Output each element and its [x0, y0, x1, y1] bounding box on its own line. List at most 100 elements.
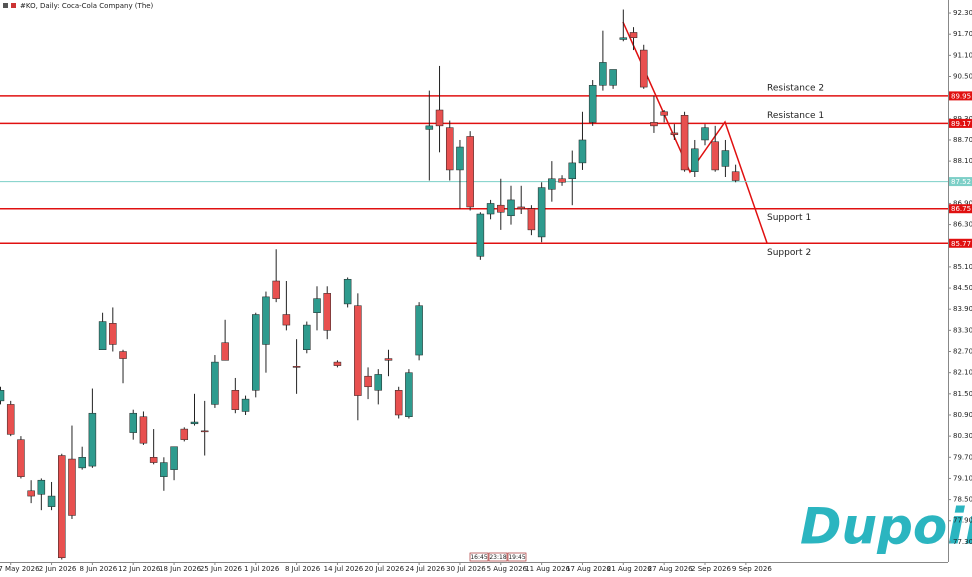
candle-body: [343, 278, 352, 305]
timer-label: 23:18: [489, 554, 506, 561]
timer-label: 16:45: [470, 554, 487, 561]
y-tick-label: 77.30: [953, 538, 972, 546]
candle-body: [200, 430, 209, 433]
candle-body: [415, 305, 423, 356]
symbol-icon: [3, 3, 8, 8]
candle-body: [303, 324, 311, 351]
y-tick-label: 88.10: [953, 157, 972, 165]
y-tick-label: 83.30: [953, 326, 972, 334]
candle-body: [548, 178, 556, 190]
level-name: Support 1: [767, 213, 811, 223]
candle-body: [568, 162, 577, 180]
candle-body: [282, 314, 291, 326]
candle-body: [537, 187, 546, 238]
x-tick-label: 9 Sep 2026: [732, 565, 772, 573]
y-tick-label: 90.50: [953, 73, 972, 81]
x-tick-label: 14 Jul 2026: [324, 565, 364, 573]
y-tick-label: 92.30: [953, 9, 972, 17]
candle-body: [721, 150, 730, 167]
candle-body: [78, 457, 86, 469]
timer-box: [469, 552, 489, 562]
candle-body: [27, 490, 35, 497]
candle-body: [180, 428, 189, 440]
x-tick-label: 5 Aug 2026: [487, 565, 528, 573]
candle-body: [711, 141, 719, 171]
candle-body: [252, 314, 260, 391]
candle-body: [37, 479, 46, 495]
x-tick-label: 2 Jun 2026: [39, 565, 77, 573]
level-tag-label: 85.77: [951, 240, 971, 248]
level-name: Support 2: [767, 248, 811, 258]
x-tick-label: 8 Jul 2026: [285, 565, 321, 573]
candle-body: [650, 122, 658, 127]
y-tick-label: 82.70: [953, 348, 972, 356]
level-tag-label: 87.52: [951, 178, 971, 186]
x-tick-label: 27 May 2026: [0, 565, 40, 573]
candle-body: [211, 361, 219, 405]
candle-body: [170, 446, 178, 470]
candle-body: [241, 398, 250, 412]
y-tick-label: 83.90: [953, 305, 972, 313]
candle-body: [374, 374, 383, 391]
timer-box: [507, 552, 527, 562]
candle-body: [354, 305, 362, 396]
candle-body: [221, 342, 229, 361]
x-tick-label: 30 Jul 2026: [446, 565, 486, 573]
candle-body: [333, 361, 342, 366]
candle-body: [119, 351, 127, 359]
timer-box: [488, 552, 508, 562]
candle-body: [313, 298, 321, 313]
y-tick-label: 79.10: [953, 474, 972, 482]
candle-body: [691, 148, 699, 172]
y-tick-label: 84.50: [953, 284, 972, 292]
candle-body: [466, 136, 474, 208]
candle-body: [405, 372, 413, 417]
chart-title: #KO, Daily: Coca-Cola Company (The): [20, 2, 154, 10]
candle-body: [139, 416, 148, 444]
candle-body: [558, 178, 566, 183]
candle-body: [262, 296, 270, 345]
y-tick-label: 81.50: [953, 390, 972, 398]
candle-body: [497, 204, 505, 213]
candle-body: [68, 458, 76, 516]
candle-body: [129, 412, 137, 433]
candle-body: [456, 146, 464, 171]
candle-body: [435, 109, 444, 127]
level-tag-label: 89.95: [951, 92, 971, 100]
y-tick-label: 79.70: [953, 453, 972, 461]
candle-body: [527, 208, 536, 231]
level-tag: [949, 91, 972, 101]
y-tick-label: 80.30: [953, 432, 972, 440]
candle-body: [98, 321, 107, 351]
candle-body: [507, 199, 515, 217]
candle-body: [629, 32, 638, 38]
trend-drawing: [622, 21, 768, 244]
level-tag-label: 86.75: [951, 205, 971, 213]
candle-body: [109, 323, 117, 345]
timer-label: 19:45: [508, 554, 525, 561]
y-tick-label: 86.90: [953, 199, 972, 207]
candle-body: [731, 171, 740, 181]
candle-body: [272, 280, 280, 299]
candle-body: [660, 111, 668, 116]
candle-body: [323, 293, 331, 331]
level-tag: [949, 177, 972, 187]
candle-body: [445, 127, 454, 171]
candle-body: [6, 404, 15, 435]
x-tick-label: 11 Aug 2026: [525, 565, 570, 573]
level-name: Resistance 2: [767, 83, 824, 93]
candle-body: [17, 439, 25, 477]
x-tick-label: 20 Jul 2026: [364, 565, 404, 573]
candle-body: [588, 85, 597, 123]
y-tick-label: 85.10: [953, 263, 972, 271]
x-tick-label: 21 Aug 2026: [607, 565, 652, 573]
candle-body: [394, 390, 403, 416]
candle-body: [231, 390, 240, 410]
symbol-icon: [11, 3, 16, 8]
candle-body: [609, 69, 617, 86]
candle-body: [190, 421, 199, 425]
y-tick-label: 86.30: [953, 221, 972, 229]
level-tag: [949, 238, 972, 248]
